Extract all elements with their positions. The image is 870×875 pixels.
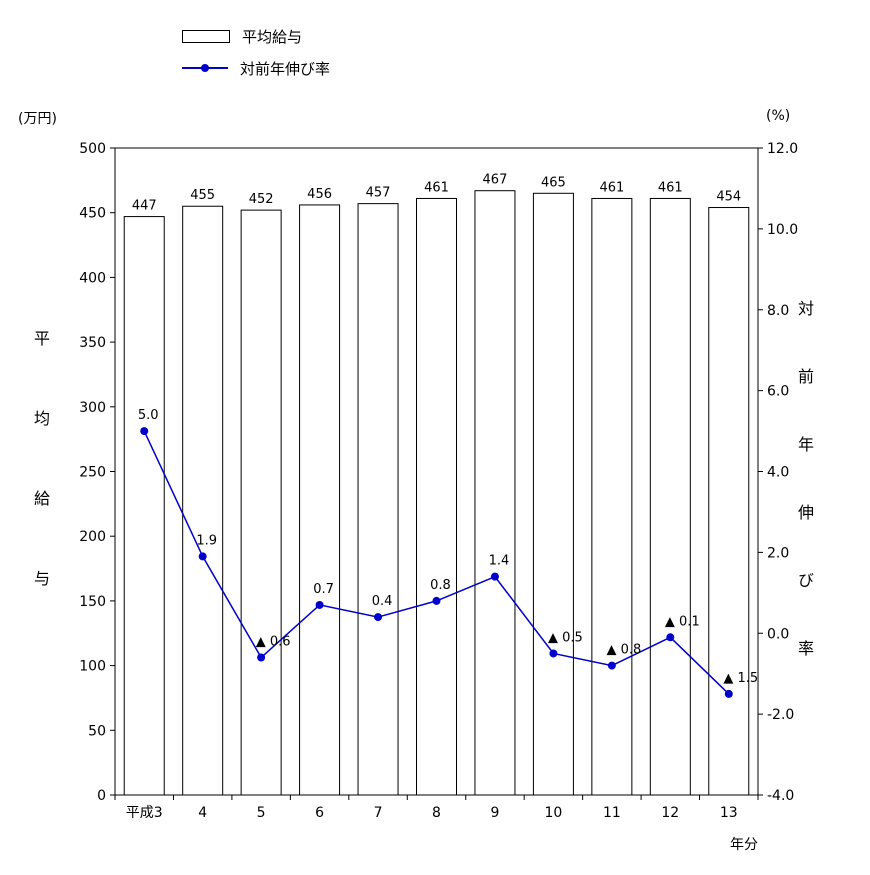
right-axis-title: 対前年伸び率 (795, 300, 814, 708)
x-axis-category-label: 13 (720, 805, 738, 821)
left-axis-tick-label: 400 (79, 270, 106, 286)
legend: 平均給与 対前年伸び率 (182, 28, 330, 92)
salary-bar (123, 216, 165, 796)
x-axis-category-label: 10 (544, 805, 562, 821)
growth-rate-point (374, 613, 383, 622)
x-axis-title: 年分 (730, 837, 758, 853)
growth-rate-label: ▲ 0.1 (665, 614, 700, 629)
right-axis-unit: (%) (766, 108, 791, 124)
right-axis-tick-label: 2.0 (767, 545, 789, 561)
right-axis-tick-label: 6.0 (767, 384, 789, 400)
growth-rate-point (257, 653, 266, 662)
growth-rate-label: 0.4 (372, 594, 393, 609)
salary-bar (474, 190, 516, 796)
growth-rate-point (432, 596, 441, 605)
left-axis-tick-label: 300 (79, 400, 106, 416)
left-axis-tick-label: 450 (79, 206, 106, 222)
salary-bar (708, 207, 750, 796)
left-axis-tick-label: 350 (79, 335, 106, 351)
bar-legend-swatch (182, 29, 230, 43)
x-axis-category-label: 6 (315, 805, 324, 821)
growth-rate-label: ▲ 0.8 (606, 643, 641, 658)
left-axis-tick-label: 0 (97, 788, 106, 804)
x-axis-category-label: 5 (257, 805, 266, 821)
x-axis-category-label: 平成3 (126, 805, 163, 821)
right-axis-tick-label: 0.0 (767, 626, 789, 642)
growth-rate-point (666, 633, 675, 642)
line-legend-swatch (182, 62, 228, 74)
x-axis-category-label: 4 (198, 805, 207, 821)
salary-bar (591, 197, 633, 796)
growth-rate-point (724, 689, 733, 698)
salary-bar (649, 197, 691, 796)
x-axis-category-label: 8 (432, 805, 441, 821)
right-axis-tick-label: -2.0 (767, 707, 794, 723)
salary-bar (357, 203, 399, 796)
salary-bar (240, 209, 282, 796)
bar-legend-label: 平均給与 (242, 27, 303, 46)
bar-value-label: 457 (366, 186, 391, 201)
growth-rate-label: ▲ 1.5 (723, 671, 758, 686)
legend-item-growth-rate: 対前年伸び率 (182, 59, 331, 78)
bar-value-label: 452 (249, 192, 274, 207)
growth-rate-point (549, 649, 558, 658)
bar-value-label: 461 (658, 180, 683, 195)
left-axis-unit: (万円) (18, 111, 57, 127)
right-axis-tick-label: -4.0 (767, 788, 794, 804)
salary-bar (416, 197, 457, 796)
bar-value-label: 455 (190, 188, 215, 203)
line-legend-label: 対前年伸び率 (240, 59, 331, 78)
left-axis-tick-label: 500 (79, 141, 106, 157)
growth-rate-point (140, 427, 149, 436)
growth-rate-point (607, 661, 616, 670)
x-axis-category-label: 11 (603, 805, 621, 821)
right-axis-tick-label: 4.0 (767, 465, 789, 481)
salary-bar (532, 192, 574, 796)
line-legend-dot-icon (201, 64, 209, 72)
legend-item-average-salary: 平均給与 (182, 27, 330, 46)
bar-value-label: 461 (599, 180, 624, 195)
bar-value-label: 456 (307, 187, 332, 202)
right-axis-tick-label: 12.0 (767, 141, 798, 157)
growth-rate-label: 1.4 (489, 554, 510, 569)
left-axis-tick-label: 100 (79, 659, 106, 675)
growth-rate-label: 0.7 (313, 582, 334, 597)
right-axis-tick-label: 8.0 (767, 303, 789, 319)
growth-rate-label: ▲ 0.5 (548, 630, 583, 645)
left-axis-title: 平均給与 (31, 330, 50, 650)
salary-bar (299, 204, 341, 796)
growth-rate-label: 5.0 (138, 408, 159, 423)
bar-value-label: 465 (541, 175, 566, 190)
growth-rate-label: 1.9 (196, 533, 217, 548)
bar-value-label: 467 (483, 173, 508, 188)
left-axis-tick-label: 200 (79, 529, 106, 545)
bar-value-label: 447 (132, 199, 157, 214)
left-axis-tick-label: 150 (79, 594, 106, 610)
growth-rate-point (315, 600, 324, 609)
growth-rate-label: 0.8 (430, 578, 451, 593)
growth-rate-point (490, 572, 499, 581)
salary-bar (182, 205, 224, 796)
growth-rate-label: ▲ 0.6 (256, 635, 291, 650)
left-axis-tick-label: 50 (88, 723, 106, 739)
x-axis-category-label: 12 (661, 805, 679, 821)
x-axis-category-label: 9 (490, 805, 499, 821)
left-axis-tick-label: 250 (79, 465, 106, 481)
right-axis-tick-label: 10.0 (767, 222, 798, 238)
growth-rate-point (198, 552, 207, 561)
bar-value-label: 461 (424, 180, 449, 195)
x-axis-category-label: 7 (374, 805, 383, 821)
bar-value-label: 454 (716, 190, 741, 205)
